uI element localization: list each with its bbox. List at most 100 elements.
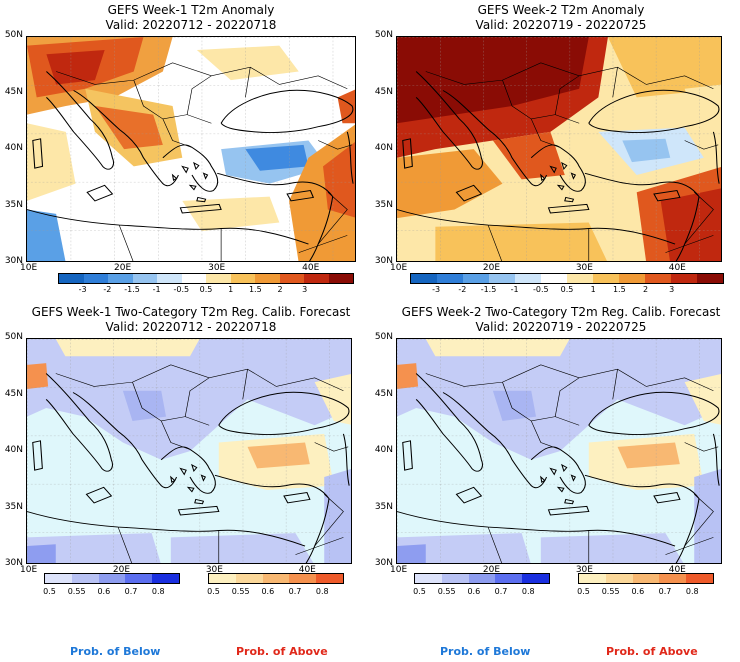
colorbar-swatch bbox=[659, 574, 687, 583]
lon-label: 40E bbox=[298, 565, 316, 575]
lon-label: 10E bbox=[390, 565, 408, 575]
prob-above-colorbar-week1 bbox=[208, 573, 344, 584]
colorbar-tick-label: 1.5 bbox=[612, 285, 626, 294]
lat-label: 50N bbox=[4, 332, 23, 342]
lat-label: 45N bbox=[4, 86, 23, 97]
prob-below-label-week2: Prob. of Below bbox=[440, 645, 531, 658]
colorbar-tick-label: -1.5 bbox=[124, 285, 140, 294]
colorbar-swatch bbox=[411, 274, 437, 283]
colorbar-tick-label: 0.7 bbox=[494, 587, 508, 596]
colorbar-tick-label: 0.6 bbox=[97, 587, 111, 596]
lon-label: 10E bbox=[390, 263, 408, 273]
colorbar-tick-label: 0.55 bbox=[437, 587, 456, 596]
colorbar-swatch bbox=[328, 274, 353, 283]
lon-label: 30E bbox=[208, 263, 226, 273]
colorbar-tick-label: -2 bbox=[103, 285, 112, 294]
colorbar-swatch bbox=[230, 274, 255, 283]
prob-above-label-week2: Prob. of Above bbox=[606, 645, 698, 658]
colorbar-swatch bbox=[45, 574, 72, 583]
prob-below-colorbar-week1 bbox=[44, 573, 180, 584]
colorbar-tick-label: 0.5 bbox=[413, 587, 426, 596]
colorbar-tick-label: 0.7 bbox=[124, 587, 138, 596]
colorbar-swatch bbox=[495, 574, 523, 583]
colorbar-tick-label: 0.8 bbox=[151, 587, 165, 596]
colorbar-swatch bbox=[645, 274, 671, 283]
panel-br-title: GEFS Week-2 Two-Category T2m Reg. Calib.… bbox=[401, 305, 721, 319]
colorbar-swatch bbox=[152, 574, 179, 583]
colorbar-tick-label: -3 bbox=[432, 285, 441, 294]
colorbar-tick-label: 0.5 bbox=[207, 587, 220, 596]
colorbar-swatch bbox=[125, 574, 153, 583]
lat-label: 40N bbox=[4, 143, 23, 153]
lat-label: 35N bbox=[374, 501, 393, 512]
lat-label: 35N bbox=[4, 199, 23, 210]
colorbar-swatch bbox=[132, 274, 157, 283]
colorbar-tick-label: 0.7 bbox=[658, 587, 672, 596]
lon-label: 20E bbox=[482, 263, 501, 273]
map-week2-anomaly bbox=[396, 36, 722, 262]
lon-label: 30E bbox=[575, 565, 593, 575]
colorbar-tick-label: 0.8 bbox=[315, 587, 329, 596]
lon-label: 20E bbox=[482, 565, 501, 575]
colorbar-swatch bbox=[181, 274, 206, 283]
colorbar-swatch bbox=[262, 574, 290, 583]
colorbar-swatch bbox=[59, 274, 84, 283]
colorbar-tick-label: -1.5 bbox=[480, 285, 497, 294]
colorbar-swatch bbox=[686, 574, 713, 583]
colorbar-tick-label: 3 bbox=[669, 285, 675, 294]
map-week1-prob bbox=[26, 338, 352, 564]
lat-label: 45N bbox=[374, 388, 393, 399]
lat-label: 50N bbox=[374, 332, 393, 342]
lat-label: 50N bbox=[4, 30, 23, 40]
lon-label: 30E bbox=[205, 565, 223, 575]
colorbar-swatch bbox=[522, 574, 549, 583]
lat-label: 30N bbox=[374, 558, 393, 568]
lat-label: 35N bbox=[374, 199, 393, 210]
colorbar-tick-label: -1 bbox=[510, 285, 519, 294]
colorbar-swatch bbox=[437, 274, 463, 283]
panel-bl-title: GEFS Week-1 Two-Category T2m Reg. Calib.… bbox=[31, 305, 351, 319]
colorbar-tick-label: -3 bbox=[78, 285, 87, 294]
lon-label: 40E bbox=[668, 263, 686, 273]
colorbar-tick-label: 2 bbox=[277, 285, 283, 294]
colorbar-swatch bbox=[671, 274, 697, 283]
map-week1-anomaly bbox=[26, 36, 356, 262]
colorbar-swatch bbox=[289, 574, 317, 583]
colorbar-tick-label: 0.7 bbox=[288, 587, 302, 596]
prob-below-colorbar-week2 bbox=[414, 573, 550, 584]
lat-label: 45N bbox=[374, 86, 393, 97]
colorbar-swatch bbox=[255, 274, 280, 283]
lat-label: 40N bbox=[374, 143, 393, 153]
lat-label: 30N bbox=[4, 256, 23, 266]
colorbar-tick-label: 1 bbox=[228, 285, 234, 294]
colorbar-swatch bbox=[108, 274, 133, 283]
lat-label: 40N bbox=[374, 445, 393, 455]
lon-label: 10E bbox=[20, 263, 38, 273]
lon-label: 40E bbox=[668, 565, 686, 575]
colorbar-tick-label: 0.55 bbox=[601, 587, 620, 596]
colorbar-tick-label: -1 bbox=[152, 285, 161, 294]
colorbar-tick-label: -0.5 bbox=[533, 285, 549, 294]
panel-tr-valid: Valid: 20220719 - 20220725 bbox=[475, 18, 647, 32]
colorbar-swatch bbox=[209, 574, 236, 583]
colorbar-swatch bbox=[468, 574, 496, 583]
colorbar-swatch bbox=[441, 574, 469, 583]
colorbar-tick-label: 0.5 bbox=[43, 587, 56, 596]
colorbar-tick-label: 0.6 bbox=[467, 587, 481, 596]
prob-above-label-week1: Prob. of Above bbox=[236, 645, 328, 658]
colorbar-swatch bbox=[415, 574, 442, 583]
colorbar-swatch bbox=[619, 274, 645, 283]
colorbar-tick-label: -2 bbox=[458, 285, 467, 294]
colorbar-tick-label: 0.6 bbox=[261, 587, 275, 596]
colorbar-tick-label: 1.5 bbox=[248, 285, 262, 294]
colorbar-swatch bbox=[157, 274, 182, 283]
lon-label: 20E bbox=[112, 565, 131, 575]
colorbar-swatch bbox=[279, 274, 304, 283]
colorbar-tick-label: 3 bbox=[302, 285, 308, 294]
colorbar-swatch bbox=[567, 274, 593, 283]
anomaly-colorbar-week1 bbox=[58, 273, 354, 284]
panel-bl-valid: Valid: 20220712 - 20220718 bbox=[105, 320, 277, 334]
colorbar-swatch bbox=[316, 574, 343, 583]
colorbar-swatch bbox=[593, 274, 619, 283]
panel-tr-title: GEFS Week-2 T2m Anomaly bbox=[477, 3, 645, 17]
